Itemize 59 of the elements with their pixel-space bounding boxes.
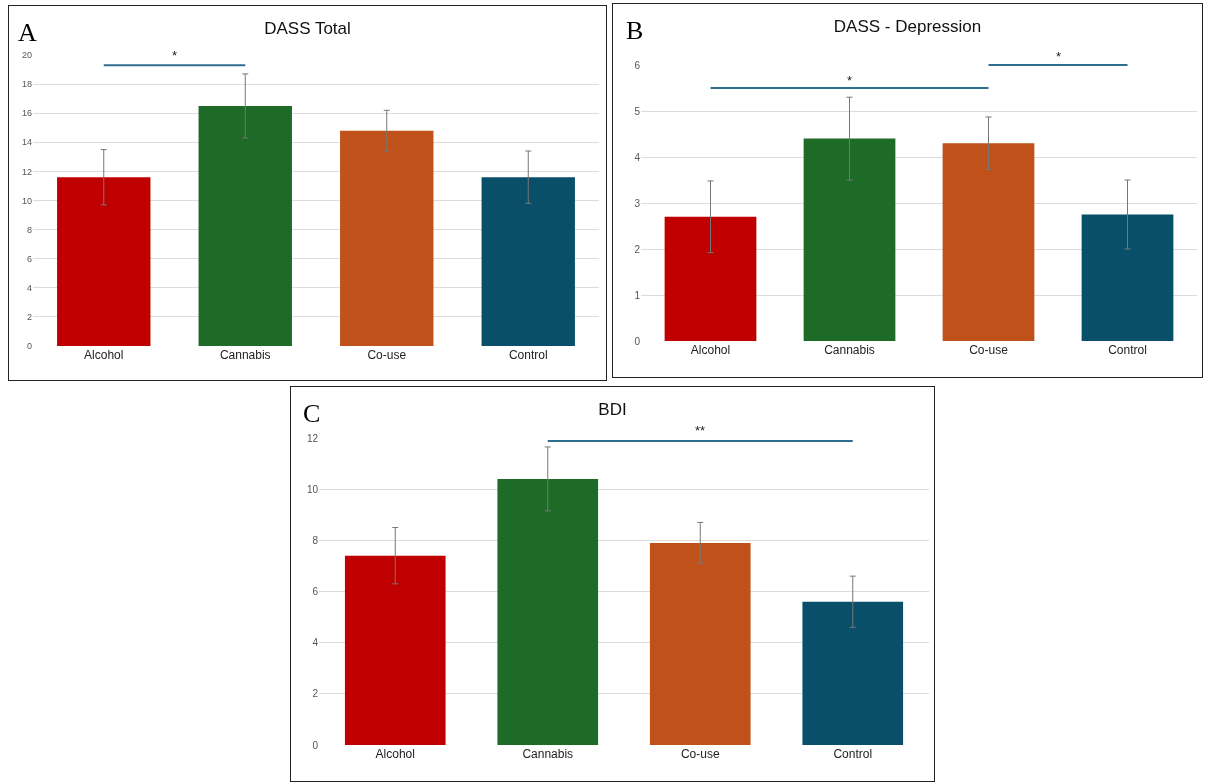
y-tick-label: 6 (634, 59, 641, 71)
x-tick-label: Alcohol (375, 747, 415, 761)
y-tick-label: 8 (312, 534, 319, 546)
y-tick-label: 6 (312, 586, 319, 597)
bar (803, 138, 896, 341)
y-tick-label: 6 (26, 253, 32, 264)
y-tick-label: 0 (312, 739, 319, 751)
x-tick-label: Co-use (367, 348, 407, 362)
bar (802, 601, 904, 745)
x-tick-label: Control (508, 348, 548, 362)
x-tick-label: Cannabis (824, 343, 875, 357)
annotation: * (847, 73, 853, 88)
y-tick-label: 14 (21, 137, 32, 148)
y-tick-label: 2 (26, 312, 32, 323)
y-tick-label: 20 (21, 50, 32, 61)
bar (664, 216, 757, 341)
x-tick-label: Cannabis (219, 348, 271, 362)
y-tick-label: 2 (634, 243, 641, 255)
bar (57, 177, 151, 346)
y-tick-label: 5 (634, 105, 641, 117)
y-tick-label: 3 (634, 197, 641, 209)
y-tick-label: 18 (21, 79, 32, 90)
text: C (303, 399, 321, 428)
x-tick-label: Control (833, 747, 873, 761)
bar (942, 143, 1035, 341)
y-tick-label: 1 (634, 289, 641, 301)
y-tick-label: 0 (634, 335, 641, 347)
y-tick-label: 16 (21, 108, 32, 119)
x-tick-label: Alcohol (84, 348, 124, 362)
chart-title: DASS - Depression (833, 16, 982, 36)
chart-title: BDI (598, 399, 627, 419)
text: * (1056, 49, 1062, 64)
y-tick-label: 10 (21, 195, 32, 206)
y-tick-label: 0 (26, 341, 32, 352)
text: A (18, 18, 37, 47)
annotation: * (172, 48, 178, 63)
y-tick-label: 4 (634, 151, 641, 163)
x-tick-label: Cannabis (522, 747, 574, 761)
x-tick-label: Control (1108, 343, 1147, 357)
chart-title: DASS Total (264, 18, 351, 38)
text: B (626, 16, 644, 45)
y-tick-label: 4 (26, 282, 32, 293)
y-tick-label: 4 (312, 637, 319, 649)
x-tick-label: Co-use (969, 343, 1009, 357)
x-tick-label: Alcohol (690, 343, 731, 357)
bar (1081, 214, 1174, 341)
bar (344, 555, 446, 745)
text: ** (695, 423, 706, 438)
bar (198, 105, 292, 346)
y-tick-label: 2 (312, 688, 319, 700)
y-tick-label: 12 (21, 166, 32, 177)
bar (340, 130, 434, 346)
bar (497, 478, 599, 745)
bar (649, 542, 751, 745)
y-tick-label: 12 (306, 432, 319, 444)
x-tick-label: Co-use (680, 747, 720, 761)
bar (481, 177, 575, 346)
y-tick-label: 8 (26, 224, 32, 235)
y-tick-label: 10 (306, 483, 319, 495)
